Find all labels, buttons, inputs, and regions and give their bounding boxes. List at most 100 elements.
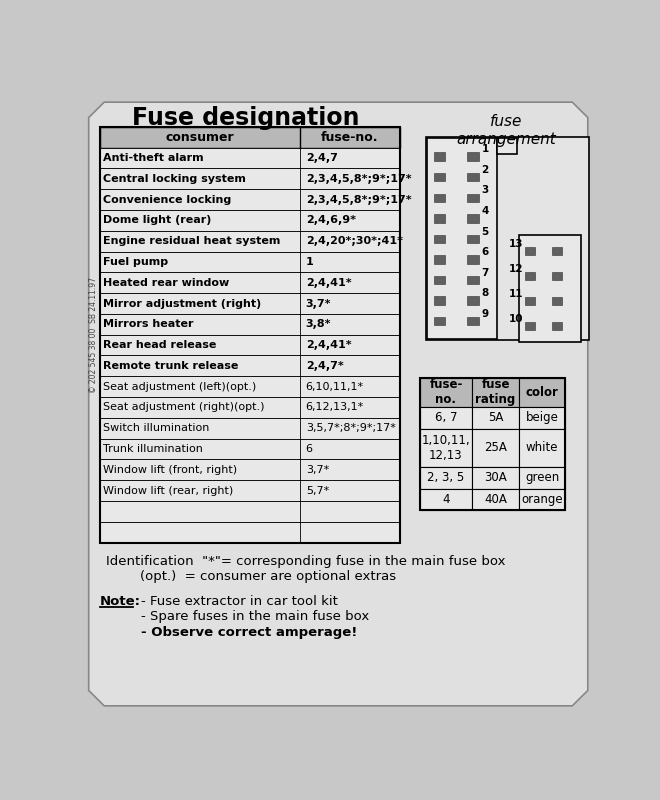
Bar [519, 378, 566, 407]
Bar [428, 138, 497, 338]
Bar [519, 234, 581, 342]
Text: Seat adjustment (right)(opt.): Seat adjustment (right)(opt.) [104, 402, 265, 413]
Text: consumer: consumer [165, 130, 234, 144]
Text: Switch illumination: Switch illumination [104, 423, 210, 434]
Bar [100, 272, 400, 293]
Bar [525, 322, 535, 330]
Bar [100, 334, 400, 355]
Bar [467, 296, 478, 305]
Text: 5,7*: 5,7* [306, 486, 329, 496]
Text: 6,10,11,1*: 6,10,11,1* [306, 382, 364, 392]
Text: orange: orange [521, 493, 563, 506]
Text: Central locking system: Central locking system [104, 174, 246, 184]
Bar [434, 173, 446, 182]
Bar [100, 397, 400, 418]
Bar [434, 317, 446, 326]
Bar [100, 376, 400, 397]
Text: 3,8*: 3,8* [306, 319, 331, 330]
Text: 13: 13 [509, 238, 523, 249]
Text: Mirror adjustment (right): Mirror adjustment (right) [104, 298, 261, 309]
Bar [467, 317, 478, 326]
Text: 6: 6 [306, 444, 313, 454]
Bar [100, 314, 400, 334]
Text: (opt.)  = consumer are optional extras: (opt.) = consumer are optional extras [106, 570, 396, 583]
Text: Heated rear window: Heated rear window [104, 278, 230, 288]
Bar [525, 297, 535, 305]
Bar [467, 194, 478, 202]
Text: 30A: 30A [484, 471, 507, 485]
Bar [434, 214, 446, 222]
Text: - Fuse extractor in car tool kit: - Fuse extractor in car tool kit [141, 595, 337, 608]
Bar [100, 501, 400, 522]
Bar [473, 407, 519, 429]
Text: color: color [525, 386, 558, 399]
Bar [519, 407, 566, 429]
Text: Fuse designation: Fuse designation [131, 106, 359, 130]
Bar [100, 418, 400, 438]
Text: Anti-theft alarm: Anti-theft alarm [104, 153, 204, 163]
Bar [552, 322, 562, 330]
Bar [467, 153, 478, 161]
Text: 2,4,41*: 2,4,41* [306, 278, 351, 288]
Text: Note:: Note: [100, 595, 141, 608]
Text: Identification  "*"= corresponding fuse in the main fuse box: Identification "*"= corresponding fuse i… [106, 555, 506, 568]
Bar [434, 296, 446, 305]
Bar [473, 467, 519, 489]
Bar [100, 189, 400, 210]
Text: 2,4,7*: 2,4,7* [306, 361, 343, 371]
Bar [473, 378, 519, 407]
Text: white: white [526, 442, 558, 454]
Bar [100, 480, 400, 501]
Bar [434, 255, 446, 264]
Bar [434, 194, 446, 202]
Bar [519, 467, 566, 489]
Text: 4: 4 [442, 493, 449, 506]
Bar [473, 429, 519, 467]
Bar [434, 153, 446, 161]
Bar [420, 429, 473, 467]
Text: 3,5,7*;8*;9*;17*: 3,5,7*;8*;9*;17* [306, 423, 395, 434]
Text: 9: 9 [482, 309, 489, 318]
Text: 3,7*: 3,7* [306, 298, 331, 309]
Text: Mirrors heater: Mirrors heater [104, 319, 194, 330]
Text: Seat adjustment (left)(opt.): Seat adjustment (left)(opt.) [104, 382, 257, 392]
Text: 1: 1 [306, 257, 314, 267]
Text: 5A: 5A [488, 411, 504, 424]
Bar [100, 251, 400, 272]
Text: Rear head release: Rear head release [104, 340, 216, 350]
Polygon shape [88, 102, 588, 706]
Text: 8: 8 [482, 288, 489, 298]
Bar [100, 168, 400, 189]
Bar [100, 126, 400, 147]
Text: Engine residual heat system: Engine residual heat system [104, 236, 280, 246]
Text: 1: 1 [482, 144, 489, 154]
Bar [100, 230, 400, 251]
Bar [100, 210, 400, 230]
Text: 2,3,4,5,8*;9*;17*: 2,3,4,5,8*;9*;17* [306, 194, 411, 205]
Bar [426, 137, 589, 340]
Bar [420, 489, 473, 510]
Text: fuse-
no.: fuse- no. [429, 378, 463, 406]
Bar [467, 173, 478, 182]
Text: fuse
arrangement: fuse arrangement [457, 114, 556, 147]
Text: Dome light (rear): Dome light (rear) [104, 215, 212, 226]
Text: 40A: 40A [484, 493, 507, 506]
Bar [420, 378, 473, 407]
Text: 7: 7 [482, 267, 489, 278]
Text: beige: beige [525, 411, 558, 424]
Bar [467, 276, 478, 284]
Text: Convenience locking: Convenience locking [104, 194, 232, 205]
Bar [100, 522, 400, 542]
Text: 1,10,11,
12,13: 1,10,11, 12,13 [422, 434, 471, 462]
Text: 2,4,20*;30*;41*: 2,4,20*;30*;41* [306, 236, 403, 246]
Bar [519, 429, 566, 467]
Text: 4: 4 [482, 206, 489, 216]
Text: 6, 7: 6, 7 [435, 411, 457, 424]
Bar [525, 272, 535, 280]
Text: 12: 12 [509, 264, 523, 274]
Bar [497, 138, 517, 154]
Text: 25A: 25A [484, 442, 507, 454]
Bar [100, 293, 400, 314]
Text: Fuel pump: Fuel pump [104, 257, 168, 267]
Bar [467, 234, 478, 243]
